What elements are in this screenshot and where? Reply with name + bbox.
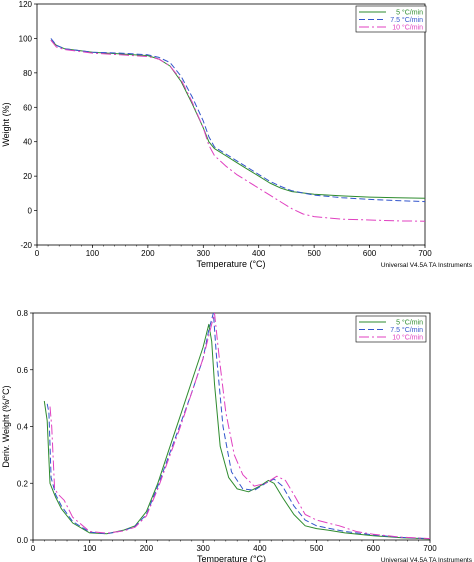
legend-box — [355, 315, 427, 343]
y-tick: 0.2 — [17, 479, 33, 488]
y-tick-label: 0.8 — [17, 309, 29, 318]
y-tick-label: 40 — [23, 138, 32, 147]
x-tick: 100 — [86, 245, 100, 258]
x-tick: 600 — [363, 245, 377, 258]
y-tick: 100 — [19, 34, 37, 43]
y-tick: 80 — [23, 69, 37, 78]
x-tick: 700 — [423, 540, 437, 553]
y-axis-title: Weight (%) — [1, 102, 11, 146]
plot-frame — [36, 3, 426, 246]
series-line-2 — [46, 313, 430, 540]
x-tick: 0 — [35, 245, 40, 258]
series-line-1 — [43, 323, 430, 540]
x-tick: 0 — [31, 540, 36, 553]
x-tick: 400 — [253, 540, 267, 553]
x-axis-title: Temperature (°C) — [196, 259, 265, 269]
y-tick-label: 60 — [23, 103, 32, 112]
x-tick-label: 200 — [140, 544, 154, 553]
y-tick: 40 — [23, 138, 37, 147]
x-tick: 300 — [197, 245, 211, 258]
series-line-2 — [50, 38, 425, 203]
series-line-3 — [49, 313, 430, 540]
y-tick: 0.4 — [17, 423, 33, 432]
x-tick: 600 — [367, 540, 381, 553]
series-group — [43, 313, 430, 540]
x-tick-label: 300 — [197, 249, 211, 258]
x-tick-label: 100 — [86, 249, 100, 258]
x-axis-title: Temperature (°C) — [197, 554, 266, 562]
x-tick: 300 — [196, 540, 210, 553]
legend-label-1: 5 °C/min — [396, 9, 423, 17]
chart-panel-2: 0 100 200 300 400 500 600 700 0.0 0.2 0.4 0.6 0.8 Tem… — [1, 309, 473, 562]
y-tick-label: -20 — [20, 241, 32, 250]
x-tick: 400 — [252, 245, 266, 258]
x-tick-label: 700 — [418, 249, 432, 258]
x-tick: 200 — [141, 245, 155, 258]
instrument-footer: Universal V4.5A TA Instruments — [381, 557, 473, 562]
x-tick-label: 500 — [307, 249, 321, 258]
x-tick-label: 100 — [83, 544, 97, 553]
chart-panel-1: 0 100 200 300 400 500 600 700-20020406080100120… — [1, 0, 473, 269]
x-tick-label: 600 — [363, 249, 377, 258]
y-tick: 60 — [23, 103, 37, 112]
y-tick: 20 — [23, 172, 37, 181]
legend-label-3: 10 °C/min — [392, 24, 423, 32]
x-tick-label: 300 — [196, 544, 210, 553]
x-tick: 100 — [83, 540, 97, 553]
x-tick: 200 — [140, 540, 154, 553]
y-tick-label: 0.6 — [17, 366, 29, 375]
x-tick-label: 500 — [310, 544, 324, 553]
y-tick: 0 — [28, 207, 37, 216]
y-tick: 0.6 — [17, 366, 33, 375]
series-line-1 — [50, 39, 425, 199]
legend-label-1: 5 °C/min — [396, 319, 423, 327]
y-tick-label: 0.2 — [17, 479, 29, 488]
instrument-footer: Universal V4.5A TA Instruments — [381, 262, 473, 269]
y-axis-title: Deriv. Weight (%/°C) — [1, 385, 11, 467]
y-tick-label: 0 — [28, 207, 33, 216]
y-tick: 0.8 — [17, 309, 33, 318]
y-tick-label: 100 — [19, 34, 33, 43]
y-tick-label: 120 — [19, 0, 33, 9]
x-tick: 500 — [307, 245, 321, 258]
x-tick-label: 400 — [252, 249, 266, 258]
x-tick-label: 400 — [253, 544, 267, 553]
x-tick: 700 — [418, 245, 432, 258]
x-tick-label: 0 — [35, 249, 40, 258]
y-tick-label: 0.4 — [17, 423, 29, 432]
y-tick-label: 80 — [23, 69, 32, 78]
series-line-3 — [50, 39, 425, 222]
legend-label-2: 7.5 °C/min — [390, 326, 423, 334]
x-tick: 500 — [310, 540, 324, 553]
y-tick-label: 20 — [23, 172, 32, 181]
y-tick: 120 — [19, 0, 37, 9]
x-tick-label: 200 — [141, 249, 155, 258]
legend-label-3: 10 °C/min — [392, 334, 423, 342]
y-tick: -20 — [20, 241, 37, 250]
legend-box — [355, 5, 427, 33]
legend-label-2: 7.5 °C/min — [390, 16, 423, 24]
series-group — [50, 38, 425, 222]
x-tick-label: 0 — [31, 544, 36, 553]
x-tick-label: 700 — [423, 544, 437, 553]
y-tick: 0.0 — [17, 536, 33, 545]
x-tick-label: 600 — [367, 544, 381, 553]
y-tick-label: 0.0 — [17, 536, 29, 545]
plot-frame — [32, 312, 431, 541]
